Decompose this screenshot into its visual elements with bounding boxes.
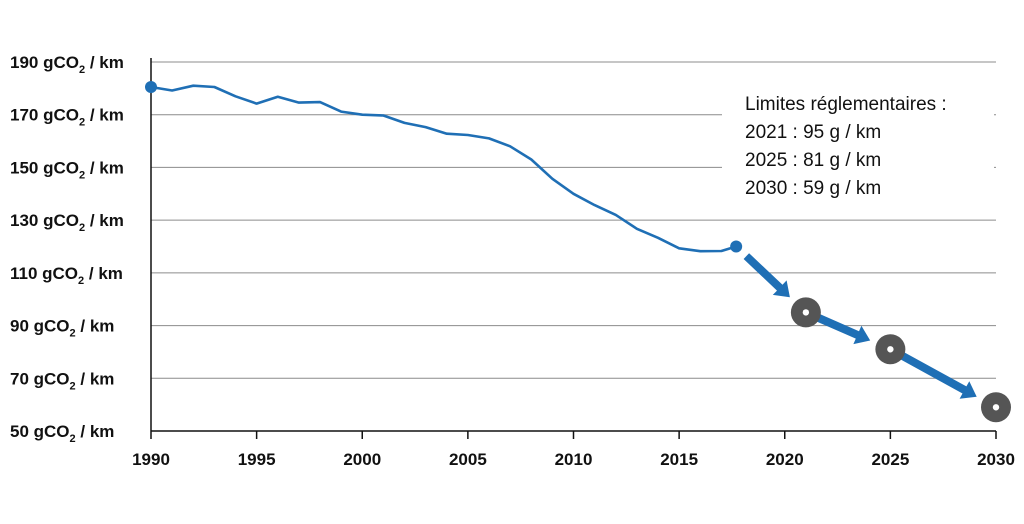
annotation-line: 2025 : 81 g / km [745,150,881,171]
y-tick-subscript: 2 [70,328,76,340]
y-tick-prefix: 190 gCO [10,53,79,72]
target-marker-center [802,309,810,316]
x-tick-label: 1995 [238,450,276,469]
y-tick-prefix: 150 gCO [10,158,79,177]
y-tick-label: 50 gCO2 / km [10,422,114,445]
y-tick-label: 190 gCO2 / km [10,53,124,76]
target-marker-center [992,404,1000,411]
y-tick-suffix: / km [85,53,124,72]
y-tick-suffix: / km [85,106,124,125]
x-tick-label: 2020 [766,450,804,469]
y-tick-subscript: 2 [79,169,85,181]
y-tick-subscript: 2 [78,275,84,287]
y-tick-suffix: / km [85,158,124,177]
y-tick-suffix: / km [84,264,123,283]
annotation-line: 2021 : 95 g / km [745,122,881,143]
y-tick-suffix: / km [76,422,115,441]
y-tick-subscript: 2 [79,222,85,234]
target-arrow [743,253,790,298]
y-tick-prefix: 130 gCO [10,211,79,230]
y-tick-label: 70 gCO2 / km [10,369,114,392]
y-tick-subscript: 2 [79,64,85,76]
y-tick-suffix: / km [85,211,124,230]
series-end-point [730,240,743,253]
annotation-line: Limites réglementaires : [745,94,947,115]
y-tick-prefix: 70 gCO [10,369,70,388]
emissions-series [145,81,743,253]
x-tick-label: 2005 [449,450,487,469]
target-marker-center [887,346,894,353]
x-axis: 1990 1995 2000 2005 2010 2015 2020 2025 2030 [132,58,1015,469]
y-tick-label: 90 gCO2 / km [10,317,114,340]
target-arrow [817,314,871,345]
target-arrows [743,253,977,399]
series-line [150,84,737,253]
y-tick-subscript: 2 [70,380,76,392]
regulatory-limits-annotation: Limites réglementaires : 2021 : 95 g / km… [722,84,994,206]
target-arrow [900,352,977,399]
x-tick-label: 1990 [132,450,170,469]
x-tick-label: 2025 [871,450,909,469]
x-tick-label: 2015 [660,450,698,469]
x-tick-label: 2010 [555,450,593,469]
y-tick-label: 130 gCO2 / km [10,211,124,234]
series-start-point [145,81,157,94]
y-tick-prefix: 90 gCO [10,317,70,336]
y-tick-prefix: 50 gCO [10,422,70,441]
y-tick-label: 150 gCO2 / km [10,158,124,181]
y-tick-label: 170 gCO2 / km [10,106,124,129]
annotation-backdrop [722,84,994,206]
target-markers [790,297,1011,423]
x-tick-label: 2000 [343,450,381,469]
y-tick-suffix: / km [76,317,115,336]
y-tick-prefix: 170 gCO [10,106,79,125]
annotation-line: 2030 : 59 g / km [745,178,881,199]
x-tick-label: 2030 [977,450,1015,469]
y-tick-subscript: 2 [79,117,85,129]
y-tick-prefix: 110 gCO [10,264,78,283]
y-tick-subscript: 2 [70,433,76,445]
y-tick-label: 110 gCO2 / km [10,264,123,287]
y-tick-suffix: / km [76,369,115,388]
grid-lines [151,61,996,379]
